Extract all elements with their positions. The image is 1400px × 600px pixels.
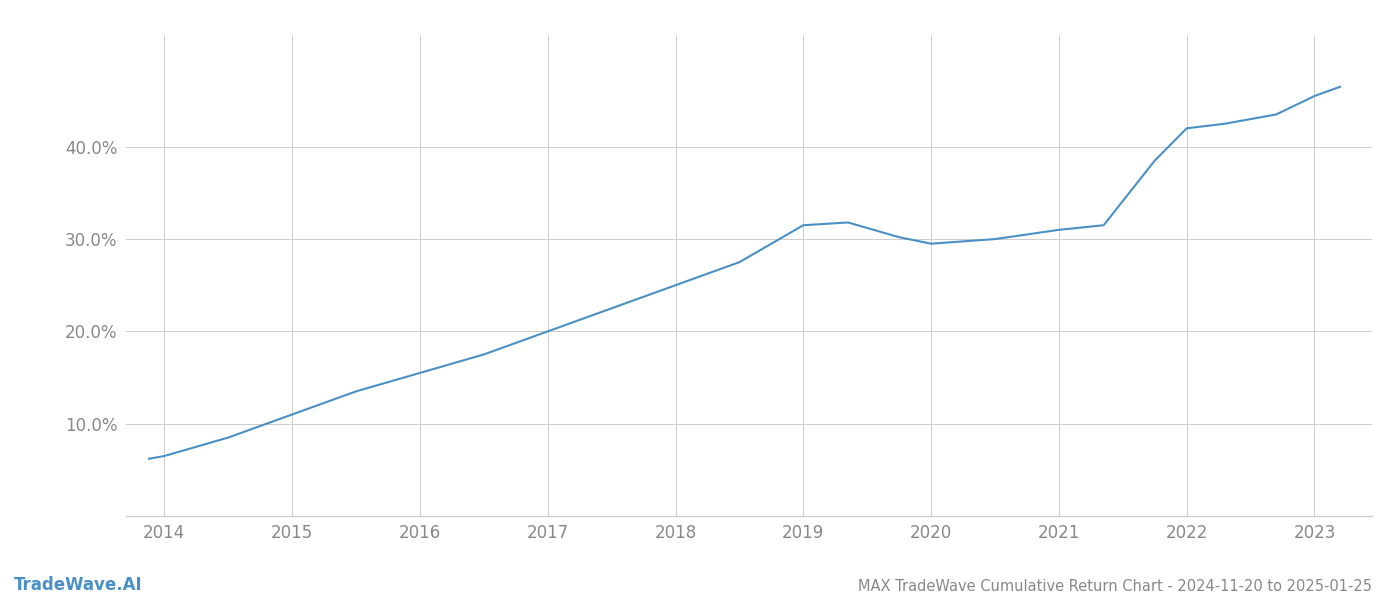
Text: MAX TradeWave Cumulative Return Chart - 2024-11-20 to 2025-01-25: MAX TradeWave Cumulative Return Chart - … — [858, 579, 1372, 594]
Text: TradeWave.AI: TradeWave.AI — [14, 576, 143, 594]
